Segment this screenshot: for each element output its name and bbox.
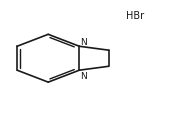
Text: N: N	[80, 37, 87, 46]
Text: N: N	[80, 71, 87, 80]
Text: HBr: HBr	[126, 11, 144, 21]
